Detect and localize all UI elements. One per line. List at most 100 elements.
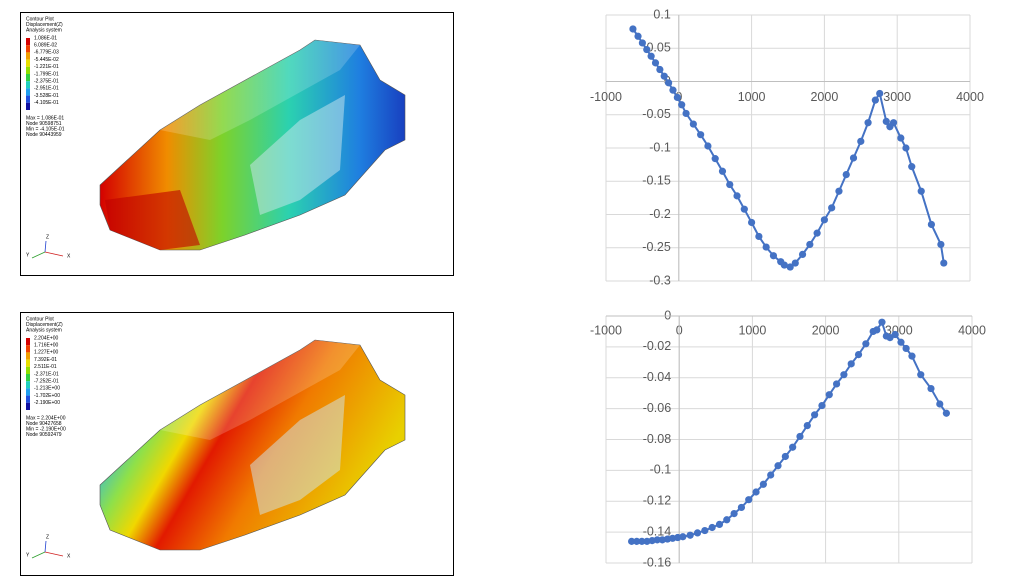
plot-info: Max = 1.086E-01 xyxy=(26,115,64,121)
triad-label: Z xyxy=(46,234,49,240)
legend-swatch xyxy=(26,402,30,410)
data-point xyxy=(726,180,734,189)
triad-label: X xyxy=(67,553,71,559)
x-tick-label: 4000 xyxy=(958,323,986,337)
legend-swatch xyxy=(26,381,30,389)
y-tick-label: 0.05 xyxy=(646,41,670,55)
data-point xyxy=(857,137,865,145)
triad-axis xyxy=(44,540,47,553)
data-point xyxy=(629,25,637,33)
plot-info: Node 90443959 xyxy=(26,132,62,138)
data-point xyxy=(656,65,664,74)
plot-info: Node 90427658 xyxy=(26,421,62,427)
plot-info: Max = 2.204E+00 xyxy=(26,415,66,421)
data-point xyxy=(917,371,925,379)
data-point xyxy=(942,409,950,417)
legend-swatch xyxy=(26,59,30,67)
data-point xyxy=(643,45,651,54)
data-point xyxy=(665,79,673,87)
plot-title: Displacement(Z) xyxy=(26,22,63,28)
legend-label: 2.204E+00 xyxy=(34,335,59,341)
y-tick-label: 0.1 xyxy=(653,7,670,21)
data-point xyxy=(679,533,687,541)
y-tick-label: -0.06 xyxy=(643,401,672,415)
data-point xyxy=(633,537,641,545)
legend-swatch xyxy=(26,52,30,60)
legend-label: 1.227E+00 xyxy=(34,350,59,356)
legend-label: 1.086E-01 xyxy=(34,35,57,41)
plot-title: Displacement(Z) xyxy=(26,322,63,328)
data-point xyxy=(897,338,905,346)
y-tick-label: -0.3 xyxy=(649,273,671,287)
x-tick-label: 2000 xyxy=(810,90,838,104)
plot-title: Contour Plot xyxy=(26,16,54,22)
data-point xyxy=(682,109,690,118)
plot-info: Min = -4.105E-01 xyxy=(26,126,65,132)
data-point xyxy=(806,240,814,249)
x-tick-label: 1000 xyxy=(738,90,766,104)
data-point xyxy=(835,187,843,195)
plot-title: Contour Plot xyxy=(26,316,54,322)
triad-axis xyxy=(44,240,47,253)
data-point xyxy=(840,371,848,379)
data-point xyxy=(908,163,916,171)
legend-swatch xyxy=(26,395,30,403)
legend-label: -2.371E-01 xyxy=(34,371,59,377)
data-point xyxy=(701,526,709,535)
y-tick-label: -0.25 xyxy=(642,240,671,254)
data-point xyxy=(864,119,872,127)
plot-info: Node 90598751 xyxy=(26,121,62,127)
data-point xyxy=(842,171,850,179)
triad-label: Y xyxy=(26,252,30,258)
car-model xyxy=(99,39,406,251)
triad-axis xyxy=(31,251,46,259)
data-point xyxy=(673,93,681,102)
legend-label: -1.702E+00 xyxy=(34,393,60,399)
data-point xyxy=(634,32,642,40)
data-point xyxy=(908,352,916,360)
y-tick-label: -0.08 xyxy=(643,432,672,446)
y-tick-label: -0.1 xyxy=(649,140,671,154)
data-point xyxy=(917,187,925,195)
data-point xyxy=(759,480,767,488)
data-point xyxy=(825,391,833,399)
data-point xyxy=(660,72,668,80)
legend-swatch xyxy=(26,74,30,82)
legend-label: -3.528E-01 xyxy=(34,93,59,99)
y-tick-label: -0.14 xyxy=(643,524,672,538)
plot-title: Analysis system xyxy=(26,327,62,333)
legend-label: -1.213E+00 xyxy=(34,386,60,392)
data-point xyxy=(818,401,826,410)
data-point xyxy=(689,120,697,128)
plot-info: Min = -2.190E+00 xyxy=(26,426,66,432)
data-point xyxy=(798,250,807,258)
legend-swatch xyxy=(26,45,30,53)
legend-label: -6.779E-03 xyxy=(34,50,59,56)
legend-swatch xyxy=(26,88,30,96)
y-tick-label: -0.05 xyxy=(642,107,671,121)
data-point xyxy=(737,503,746,512)
legend-swatch xyxy=(26,102,30,110)
legend-label: -2.375E-01 xyxy=(34,79,59,85)
data-point xyxy=(748,218,756,227)
x-tick-label: -1000 xyxy=(590,323,622,337)
legend-swatch xyxy=(26,38,30,46)
legend-label: -7.252E-01 xyxy=(34,379,59,385)
triad-label: Y xyxy=(26,552,30,558)
data-point xyxy=(849,154,858,162)
data-point xyxy=(752,488,760,496)
data-point xyxy=(762,243,770,251)
data-point xyxy=(711,155,719,163)
legend-swatch xyxy=(26,345,30,353)
data-point xyxy=(876,89,884,98)
triad-label: Z xyxy=(46,534,49,540)
data-point xyxy=(811,411,819,419)
y-tick-label: -0.04 xyxy=(643,370,672,384)
data-point xyxy=(780,261,788,269)
triad-axis xyxy=(44,251,64,257)
y-tick-label: -0.15 xyxy=(642,174,671,188)
y-tick-label: -0.2 xyxy=(649,207,671,221)
data-point xyxy=(697,131,705,139)
y-tick-label: -0.12 xyxy=(643,494,672,508)
data-point xyxy=(889,119,898,127)
